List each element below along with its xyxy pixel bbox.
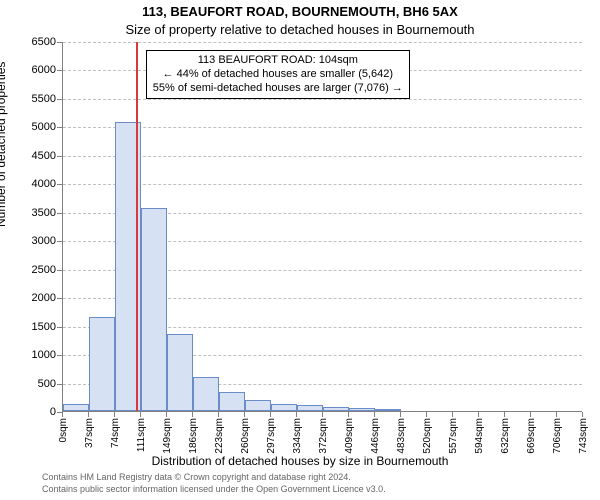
y-tick-mark: [57, 156, 62, 157]
y-tick-label: 3000: [6, 235, 56, 247]
x-tick-mark: [452, 412, 453, 417]
histogram-bar: [271, 404, 297, 411]
x-tick-label: 186sqm: [188, 418, 199, 454]
x-tick-mark: [244, 412, 245, 417]
y-tick-mark: [57, 241, 62, 242]
y-tick-mark: [57, 384, 62, 385]
chart-title-sub: Size of property relative to detached ho…: [0, 22, 600, 37]
histogram-bar: [375, 409, 401, 411]
y-axis-label: Number of detached properties: [0, 62, 8, 227]
y-tick-label: 4000: [6, 178, 56, 190]
histogram-bar: [297, 405, 323, 411]
y-tick-mark: [57, 355, 62, 356]
x-tick-label: 409sqm: [344, 418, 355, 454]
x-tick-mark: [62, 412, 63, 417]
x-tick-mark: [478, 412, 479, 417]
footer-line-2: Contains public sector information licen…: [42, 484, 386, 494]
property-marker-line: [136, 42, 138, 411]
x-tick-mark: [322, 412, 323, 417]
plot-area: 113 BEAUFORT ROAD: 104sqm ← 44% of detac…: [62, 42, 582, 412]
y-tick-mark: [57, 70, 62, 71]
chart-container: 113, BEAUFORT ROAD, BOURNEMOUTH, BH6 5AX…: [0, 0, 600, 500]
y-tick-label: 500: [6, 378, 56, 390]
annotation-line-1: 113 BEAUFORT ROAD: 104sqm: [153, 54, 403, 68]
histogram-bar: [167, 334, 193, 411]
y-tick-label: 1500: [6, 321, 56, 333]
histogram-bar: [323, 407, 349, 411]
x-tick-mark: [192, 412, 193, 417]
annotation-line-2: ← 44% of detached houses are smaller (5,…: [153, 68, 403, 82]
x-tick-label: 557sqm: [448, 418, 459, 454]
y-tick-label: 2000: [6, 292, 56, 304]
y-tick-mark: [57, 127, 62, 128]
y-tick-mark: [57, 184, 62, 185]
y-tick-label: 2500: [6, 264, 56, 276]
histogram-bar: [349, 408, 375, 411]
x-tick-label: 632sqm: [500, 418, 511, 454]
y-tick-label: 6500: [6, 36, 56, 48]
property-annotation-box: 113 BEAUFORT ROAD: 104sqm ← 44% of detac…: [146, 50, 410, 99]
y-tick-mark: [57, 42, 62, 43]
x-tick-mark: [114, 412, 115, 417]
x-tick-label: 223sqm: [214, 418, 225, 454]
x-tick-label: 297sqm: [266, 418, 277, 454]
x-tick-mark: [140, 412, 141, 417]
y-tick-mark: [57, 99, 62, 100]
y-tick-mark: [57, 270, 62, 271]
x-tick-mark: [400, 412, 401, 417]
x-tick-label: 111sqm: [136, 418, 147, 452]
x-tick-mark: [296, 412, 297, 417]
y-tick-label: 1000: [6, 349, 56, 361]
histogram-bar: [63, 404, 89, 411]
annotation-line-3: 55% of semi-detached houses are larger (…: [153, 82, 403, 96]
x-tick-mark: [218, 412, 219, 417]
x-tick-mark: [270, 412, 271, 417]
x-tick-label: 74sqm: [110, 418, 121, 448]
x-tick-label: 149sqm: [162, 418, 173, 454]
x-tick-mark: [348, 412, 349, 417]
y-tick-label: 3500: [6, 207, 56, 219]
x-tick-mark: [166, 412, 167, 417]
x-tick-label: 743sqm: [578, 418, 589, 454]
y-tick-label: 0: [6, 406, 56, 418]
histogram-bar: [89, 317, 115, 411]
x-tick-label: 446sqm: [370, 418, 381, 454]
x-tick-label: 520sqm: [422, 418, 433, 454]
x-tick-mark: [426, 412, 427, 417]
x-tick-label: 669sqm: [526, 418, 537, 454]
histogram-bar: [245, 400, 271, 411]
y-tick-label: 5000: [6, 121, 56, 133]
x-tick-mark: [374, 412, 375, 417]
x-tick-label: 372sqm: [318, 418, 329, 454]
x-tick-label: 334sqm: [292, 418, 303, 454]
x-tick-mark: [88, 412, 89, 417]
chart-title-main: 113, BEAUFORT ROAD, BOURNEMOUTH, BH6 5AX: [0, 4, 600, 19]
x-tick-label: 260sqm: [240, 418, 251, 454]
x-tick-mark: [556, 412, 557, 417]
x-tick-mark: [530, 412, 531, 417]
y-tick-label: 6000: [6, 64, 56, 76]
x-axis-label: Distribution of detached houses by size …: [0, 454, 600, 468]
x-tick-label: 706sqm: [552, 418, 563, 454]
y-tick-mark: [57, 213, 62, 214]
x-tick-mark: [504, 412, 505, 417]
y-tick-mark: [57, 327, 62, 328]
x-tick-mark: [582, 412, 583, 417]
x-tick-label: 37sqm: [84, 418, 95, 448]
x-tick-label: 594sqm: [474, 418, 485, 454]
y-tick-label: 4500: [6, 150, 56, 162]
histogram-bar: [219, 392, 245, 411]
footer-line-1: Contains HM Land Registry data © Crown c…: [42, 472, 351, 482]
histogram-bar: [193, 377, 219, 411]
histogram-bar: [141, 208, 167, 411]
y-tick-label: 5500: [6, 93, 56, 105]
x-tick-label: 483sqm: [396, 418, 407, 454]
x-tick-label: 0sqm: [58, 418, 69, 442]
y-tick-mark: [57, 298, 62, 299]
gridline: [63, 42, 582, 43]
